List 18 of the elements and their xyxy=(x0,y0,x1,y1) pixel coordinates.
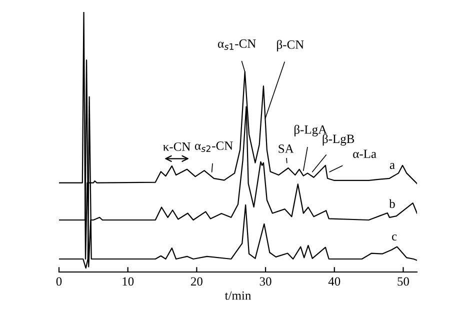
x-tick-label: 30 xyxy=(260,277,272,286)
x-tick-label: 0 xyxy=(56,277,62,286)
annotation: β-CN xyxy=(277,40,304,52)
annotation: β-LgA xyxy=(294,124,328,136)
x-tick-label: 20 xyxy=(190,277,202,286)
annotation: β-LgB xyxy=(322,134,354,146)
annotation: α-La xyxy=(353,150,376,158)
annotation: α$_{s2}$-CN xyxy=(194,142,233,152)
x-tick-label: 40 xyxy=(328,277,340,286)
series-label: a xyxy=(390,163,395,170)
annotation: SA xyxy=(278,144,294,153)
annotation: α$_{s1}$-CN xyxy=(218,39,256,50)
series-label: b xyxy=(389,199,395,208)
x-axis-title: t/min xyxy=(224,291,252,300)
annotation: κ-CN xyxy=(163,142,190,151)
series-label: c xyxy=(392,234,397,241)
x-tick-label: 50 xyxy=(398,277,410,286)
x-tick-label: 10 xyxy=(122,277,134,286)
